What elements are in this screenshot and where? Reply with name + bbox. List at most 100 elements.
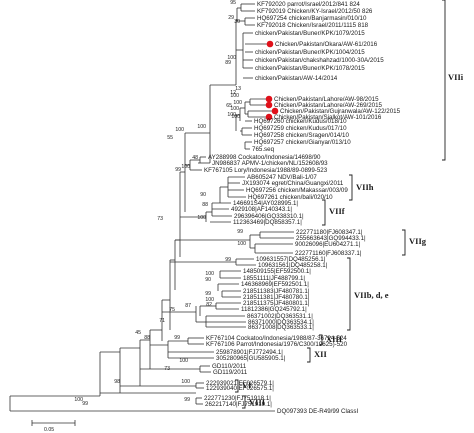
genotype-bracket — [349, 174, 353, 201]
leaf-label: JX193074 egret/China/Guangxi/2011 — [242, 180, 344, 187]
bootstrap-value: 100 — [233, 100, 242, 106]
highlight-dot — [266, 40, 274, 48]
genotype-bracket — [235, 379, 239, 393]
genotype-bracket — [347, 257, 351, 331]
bootstrap-value: 30 — [234, 19, 240, 25]
leaf-label: 259878901|FJ772494.1| — [216, 349, 283, 356]
bootstrap-value: 88 — [144, 335, 150, 341]
highlight-dot — [265, 95, 273, 103]
tree-branches — [9, 3, 294, 412]
bootstrap-value: 73 — [157, 216, 163, 222]
leaf-label: chicken/Pakistan/Buner/KPK/1079/2015 — [255, 30, 365, 37]
leaf-label: chicken/Pakistan/Buner/KPK/1078/2015 — [255, 65, 365, 72]
genotype-label: XIII — [326, 334, 343, 344]
leaf-label: 296396406|GQ338310.1| — [234, 213, 304, 220]
leaf-label: 222771160|FJ608337.1| — [295, 250, 362, 257]
bootstrap-value: 100 — [181, 379, 190, 385]
bootstrap-value: 88 — [202, 202, 208, 208]
leaf-label: KF792020 parrot/Israel/2012/841 824 — [257, 1, 360, 8]
bootstrap-value: 99 — [205, 291, 211, 297]
highlight-markers — [265, 40, 279, 121]
genotype-labels: VIIi VIIh VIIf VIIg VIIb, d, e XIII XII VI VIII — [242, 72, 464, 407]
genotype-bracket — [322, 199, 326, 226]
bootstrap-value: 100 — [181, 164, 190, 170]
leaf-label: 122939040|EF026575.1| — [206, 385, 274, 392]
bootstrap-value: 90 — [200, 192, 206, 198]
leaf-label: JN986837 APMV-1/chicken/NL/152608/93 — [212, 160, 328, 167]
genotype-label: XII — [314, 349, 327, 359]
bootstrap-value: 12 — [230, 90, 236, 96]
leaf-label: Chicken/Pakistan/Lahore/AW-269/2015 — [274, 102, 383, 109]
leaf-label: GD119/2011 — [213, 369, 248, 376]
bootstrap-value: 99 — [175, 167, 181, 173]
genotype-label: VIII — [249, 397, 266, 407]
leaf-label: 4929108|AF140343.1| — [231, 206, 292, 213]
genotype-bracket — [319, 334, 323, 346]
leaf-label: 90026096|EU604271.1| — [295, 241, 361, 248]
genotype-label: VI — [242, 380, 252, 390]
leaf-label: 86371002|DQ363531.1| — [247, 313, 313, 320]
bootstrap-value: 100 — [231, 114, 240, 120]
highlight-dot — [265, 113, 273, 121]
leaf-label: 255663643|GQ994433.1| — [296, 235, 366, 242]
bootstrap-value: 75 — [169, 307, 175, 313]
leaf-label: 11812386|GQ245792.1| — [241, 306, 307, 313]
genotype-bracket — [402, 229, 406, 256]
leaf-label: 109631557|DQ485256.1| — [256, 256, 326, 263]
bootstrap-value: 71 — [159, 318, 165, 324]
leaf-label: DQ097393 DE-R49/99 ClassI — [277, 408, 358, 415]
bootstrap-value: 99 — [225, 257, 231, 263]
leaf-label: 222771230|FJ751918.1| — [204, 395, 271, 402]
leaf-label: 146691S4|AY028995.1| — [233, 200, 298, 207]
bootstrap-value: 13 — [235, 86, 241, 92]
bootstrap-value: 100 — [237, 241, 246, 247]
bootstrap-value: 87 — [185, 303, 191, 309]
leaf-label: Chicken/Pakistan/Sialkot/AW-101/2016 — [274, 114, 382, 121]
bootstrap-value: 100 — [197, 215, 206, 221]
leaf-label: KF792018 Chicken/Israel/2011/1115 818 — [257, 22, 369, 29]
leaf-label: chicken/Pakistan/AW-14/2014 — [255, 75, 338, 82]
leaf-label: KF767104 Cockatoo/Indonesia/1988/87-3672… — [206, 335, 347, 342]
leaf-label: 222939021|EF026579.1| — [206, 380, 274, 387]
bootstrap-value: 100 — [179, 358, 188, 364]
bootstrap-value: 100 — [175, 127, 184, 133]
bootstrap-value: 100 — [230, 93, 239, 99]
bootstrap-value: 55 — [167, 135, 173, 141]
leaf-label: AY288998 Cockatoo/Indonesia/14698/90 — [208, 154, 321, 161]
leaf-label: KF792019 Chicken/KY-Israel/2012/50 826 — [257, 8, 373, 15]
leaf-label: 18551111|JF488799.1| — [243, 275, 305, 282]
leaf-label: 218511375|JF480801.1| — [243, 300, 310, 307]
leaf-label: HQ697261 chicken/bali/020/10 — [248, 194, 333, 201]
bootstrap-value: 100 — [227, 55, 236, 61]
bootstrap-value: 29 — [228, 15, 234, 21]
scale-bar-label: 0.05 — [44, 427, 54, 433]
bootstrap-value: 73 — [164, 366, 170, 372]
genotype-bracket — [442, 0, 446, 161]
genotype-label: VIIg — [409, 236, 427, 246]
bootstrap-value: 100 — [205, 297, 214, 303]
bootstrap-value: 99 — [82, 401, 88, 407]
bootstrap-value: 65 — [226, 103, 232, 109]
leaf-label: 262217140|FJ751919.1| — [205, 401, 272, 408]
bootstrap-value: 90 — [205, 277, 211, 283]
bootstrap-value: 48 — [192, 155, 198, 161]
leaf-label: HQ697254 chicken/Banjarmasin/010/10 — [257, 15, 367, 22]
genotype-label: VIIf — [329, 206, 345, 216]
leaf-label: KF767106 Parrot/Indonesia/1976/C300/1962… — [206, 341, 348, 348]
bootstrap-value: 95 — [230, 0, 236, 6]
leaf-labels: KF792020 parrot/Israel/2012/841 824KF792… — [204, 1, 401, 415]
leaf-label: KF767105 Lory/Indonesia/1988/89-0899-523 — [204, 167, 328, 174]
bootstrap-value: 100 — [230, 106, 239, 112]
bootstrap-value: 99 — [174, 335, 180, 341]
bootstrap-value: 45 — [135, 330, 141, 336]
leaf-label: 86371000|DQ363534.1| — [248, 319, 314, 326]
leaf-label: 148509155|EF592500.1| — [243, 268, 311, 275]
leaf-label: 146368969|EF592501.1| — [241, 281, 309, 288]
leaf-label: Chicken/Pakistan/Gujranwala/AW-122/2015 — [280, 108, 401, 115]
highlight-dot — [265, 101, 273, 109]
genotype-label: VIIi — [448, 72, 464, 82]
leaf-label: 218511381|JF480780.1| — [243, 294, 310, 301]
leaf-label: HQ697258 chicken/Sragen/014/10 — [254, 132, 350, 139]
bootstrap-value: 82 — [206, 302, 212, 308]
leaf-label: HQ697256 chicken/Makassar/003/09 — [246, 187, 348, 194]
